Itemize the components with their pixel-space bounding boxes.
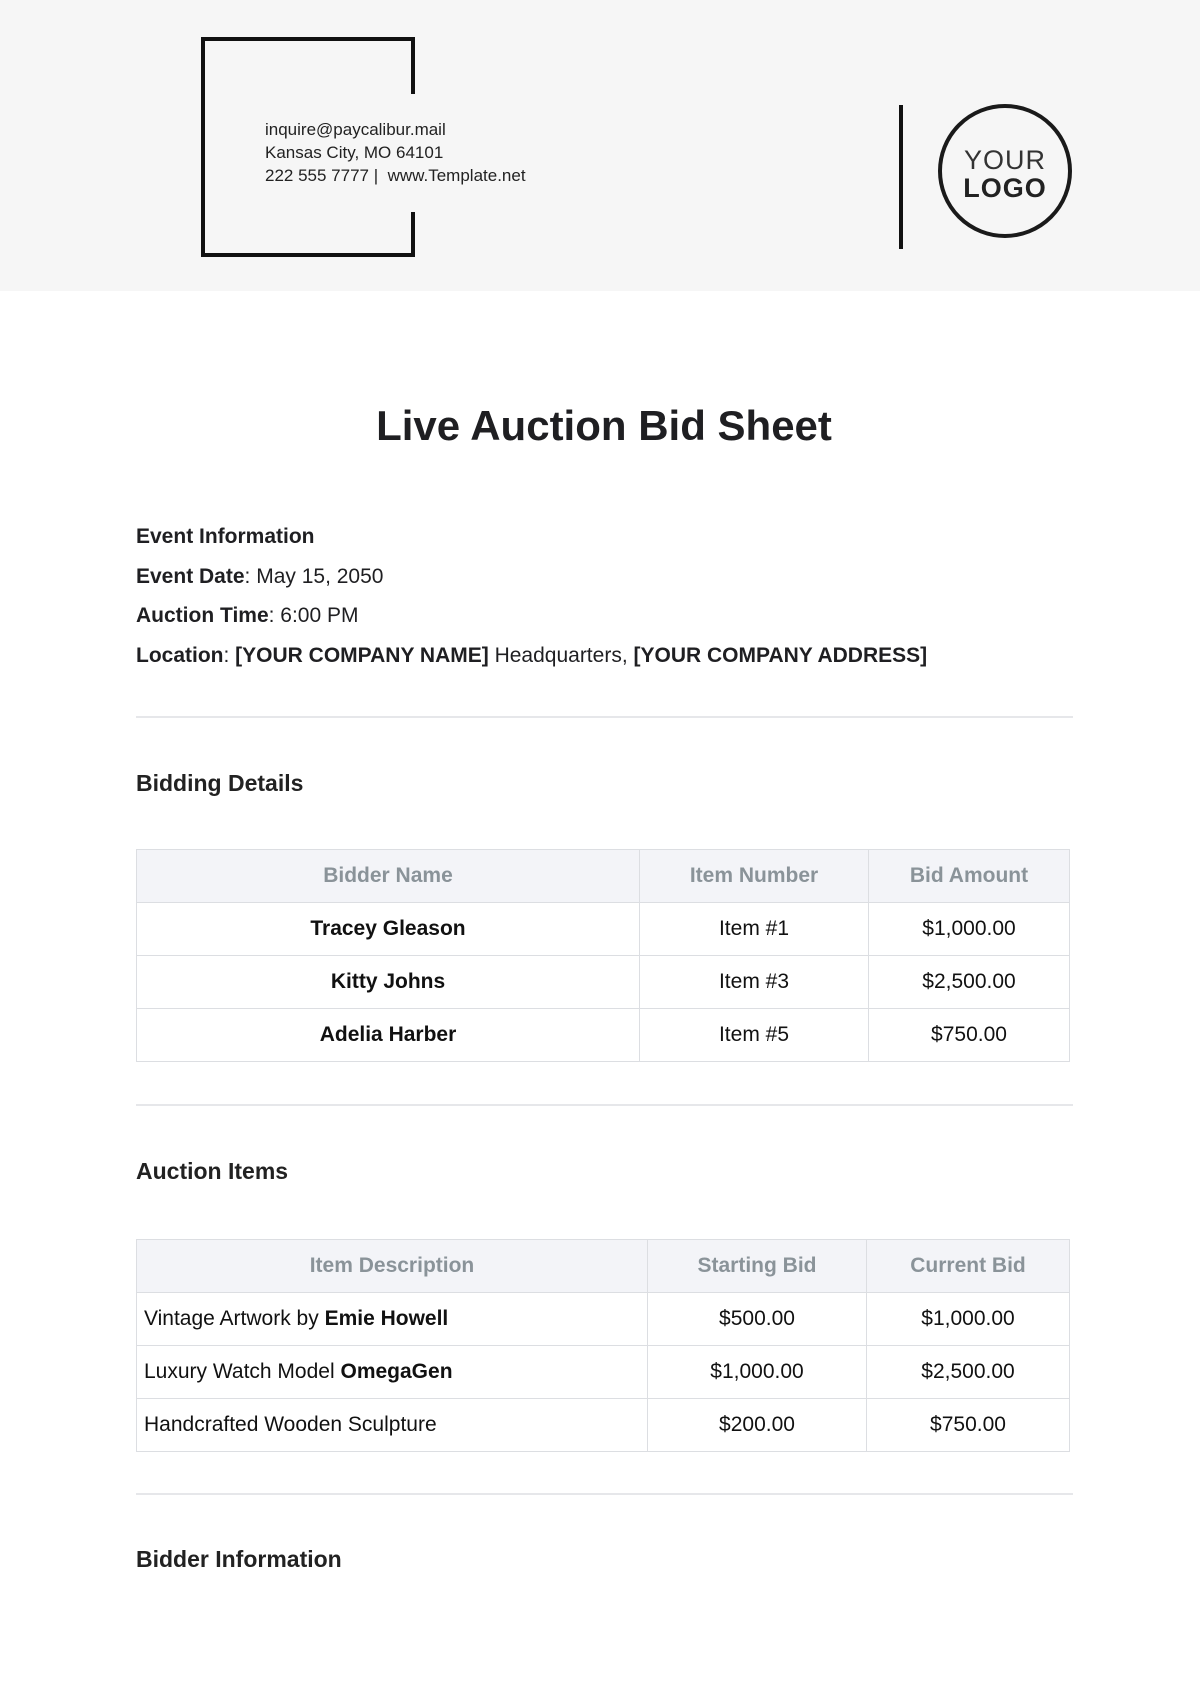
current-bid: $2,500.00 [866, 1345, 1070, 1399]
column-header: Item Description [136, 1239, 648, 1293]
column-header: Bid Amount [868, 849, 1070, 903]
bidder-name: Adelia Harber [136, 1008, 640, 1062]
contact-phone: 222 555 7777 [265, 166, 369, 185]
bidder-information-heading: Bidder Information [136, 1546, 342, 1572]
item-number: Item #1 [639, 902, 869, 956]
item-number: Item #3 [639, 955, 869, 1009]
divider [136, 716, 1073, 718]
bid-amount: $1,000.00 [868, 902, 1070, 956]
bid-amount: $2,500.00 [868, 955, 1070, 1009]
letterhead: inquire@paycalibur.mail Kansas City, MO … [0, 0, 1200, 291]
header-divider [899, 105, 903, 249]
bidder-name: Kitty Johns [136, 955, 640, 1009]
auction-items-heading: Auction Items [136, 1158, 289, 1184]
table-row: Kitty Johns Item #3 $2,500.00 [136, 955, 1070, 1009]
decorative-bracket-top-end [411, 37, 415, 94]
auction-items-table: Item Description Starting Bid Current Bi… [136, 1239, 1070, 1452]
auction-time: Auction Time: 6:00 PM [136, 604, 359, 627]
contact-separator: | [373, 166, 379, 185]
decorative-bracket [201, 37, 415, 257]
divider [136, 1104, 1073, 1106]
decorative-bracket-bottom-end [411, 212, 415, 253]
table-row: Luxury Watch Model OmegaGen $1,000.00 $2,5… [136, 1345, 1070, 1399]
table-row: Tracey Gleason Item #1 $1,000.00 [136, 902, 1070, 956]
column-header: Bidder Name [136, 849, 640, 903]
item-description: Handcrafted Wooden Sculpture [136, 1398, 648, 1452]
logo-line-2: LOGO [963, 173, 1047, 203]
bidding-details-table: Bidder Name Item Number Bid Amount Trace… [136, 849, 1070, 1062]
starting-bid: $200.00 [647, 1398, 867, 1452]
starting-bid: $500.00 [647, 1292, 867, 1346]
bidder-name: Tracey Gleason [136, 902, 640, 956]
item-number: Item #5 [639, 1008, 869, 1062]
contact-website: www.Template.net [387, 166, 526, 185]
contact-address: Kansas City, MO 64101 [265, 143, 444, 162]
column-header: Item Number [639, 849, 869, 903]
current-bid: $750.00 [866, 1398, 1070, 1452]
bid-amount: $750.00 [868, 1008, 1070, 1062]
contact-block: inquire@paycalibur.mail Kansas City, MO … [265, 118, 526, 187]
contact-email: inquire@paycalibur.mail [265, 120, 446, 139]
logo-line-1: YOUR [963, 145, 1046, 175]
item-description: Vintage Artwork by Emie Howell [136, 1292, 648, 1346]
bidding-details-heading: Bidding Details [136, 770, 304, 796]
event-date: Event Date: May 15, 2050 [136, 564, 384, 588]
column-header: Starting Bid [647, 1239, 867, 1293]
event-location: Location: [YOUR COMPANY NAME] Headquarte… [136, 643, 928, 667]
item-description: Luxury Watch Model OmegaGen [136, 1345, 648, 1399]
starting-bid: $1,000.00 [647, 1345, 867, 1399]
table-row: Handcrafted Wooden Sculpture $200.00 $750.… [136, 1398, 1070, 1452]
contact-phone-website: 222 555 7777 | www.Template.net [265, 164, 526, 187]
divider [136, 1493, 1073, 1495]
table-row: Adelia Harber Item #5 $750.00 [136, 1008, 1070, 1062]
column-header: Current Bid [866, 1239, 1070, 1293]
logo: YOUR LOGO [938, 104, 1072, 238]
event-information: Event Information Event Date: May 15, 20… [136, 517, 927, 675]
page-title: Live Auction Bid Sheet [376, 402, 832, 449]
event-info-heading: Event Information [136, 525, 315, 548]
table-row: Vintage Artwork by Emie Howell $500.00 $1,… [136, 1292, 1070, 1346]
current-bid: $1,000.00 [866, 1292, 1070, 1346]
